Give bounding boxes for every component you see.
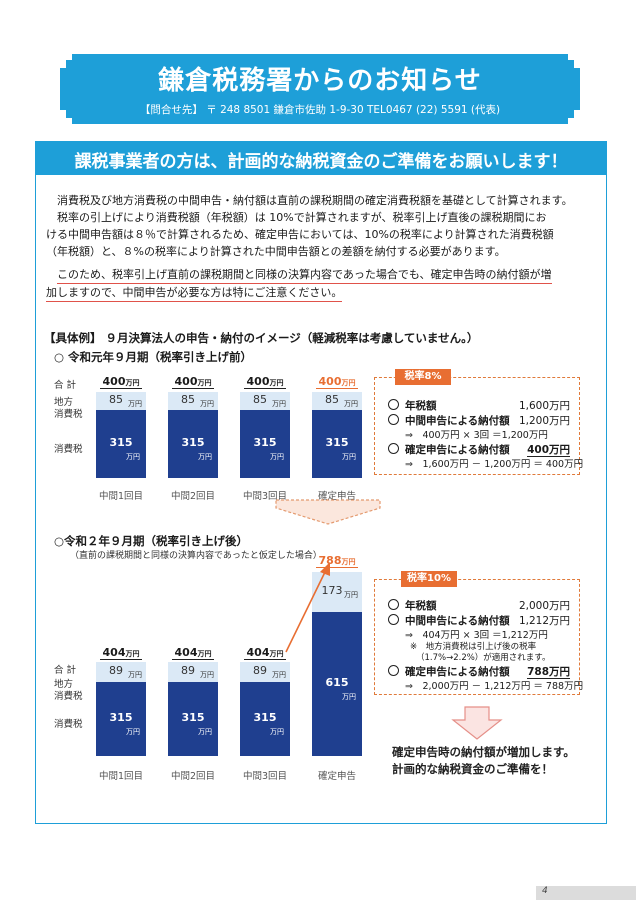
calc10-value-3: 788万円	[527, 666, 570, 679]
bullet-circle-icon	[388, 443, 399, 454]
chart2-subtitle: （直前の課税期間と同様の決算内容であったと仮定した場合）	[70, 551, 322, 561]
paragraph-3a: このため、税率引上げ直前の課税期間と同様の決算内容であった場合でも、確定申告時の…	[57, 266, 552, 284]
example-heading: 【具体例】 ９月決算法人の申告・納付のイメージ（軽減税率は考慮していません。）	[44, 331, 479, 345]
page-number-bar: 4	[536, 886, 636, 900]
calc10-label-2: 中間申告による納付額	[405, 615, 510, 627]
paragraph-2c: （年税額）と、８%の税率により計算された中間申告額との差額を納付する必要がありま…	[46, 245, 506, 258]
calc8-label-3: 確定申告による納付額	[405, 444, 510, 456]
calc8-value-1: 1,600万円	[518, 400, 570, 412]
chart1-label-local-a: 地方	[54, 397, 74, 408]
paragraph-1: 消費税及び地方消費税の中間申告・納付額は直前の課税期間の確定消費税額を基礎として…	[57, 194, 573, 207]
increase-arrow-icon	[285, 562, 330, 653]
header-title: 鎌倉税務署からのお知らせ	[158, 66, 482, 96]
banner-edge-right	[568, 60, 574, 118]
page-number: 4	[542, 886, 548, 896]
calc10-note-1: ※ 地方消費税は引上げ後の税率	[410, 642, 537, 652]
calc8-tag: 税率8%	[395, 369, 451, 385]
calc10-label-3: 確定申告による納付額	[405, 666, 510, 678]
paragraph-3b: 加しますので、中間申告が必要な方は特にご注意ください。	[46, 284, 343, 302]
calc10-value-2: 1,212万円	[518, 615, 570, 627]
paragraph-2a: 税率の引上げにより消費税額（年税額）は 10%で計算されますが、税率引上げ直後の…	[57, 211, 547, 224]
chart2-label-total: 合 計	[54, 665, 77, 676]
calc-box-8	[374, 377, 580, 475]
calc8-label-2: 中間申告による納付額	[405, 415, 510, 427]
chart1-label-total: 合 計	[54, 380, 77, 391]
header-contact: 【問合せ先】 〒 248 8501 鎌倉市佐助 1-9-30 TEL0467 (…	[72, 102, 568, 117]
calc-box-10	[374, 579, 580, 695]
closing-line-2: 計画的な納税資金のご準備を！	[392, 762, 553, 776]
calc8-value-3: 400万円	[527, 444, 570, 457]
banner-edge-left	[66, 60, 72, 118]
chart2-title: ○令和２年９月期（税率引き上げ後）	[54, 534, 249, 548]
calc10-formula-2: ⇒ 404万円 × 3回 ＝1,212万円	[405, 630, 548, 641]
calc10-value-1: 2,000万円	[518, 600, 570, 612]
chart2-label-consumption: 消費税	[54, 719, 83, 730]
content-frame	[35, 175, 607, 824]
section-title: 課税事業者の方は、計画的な納税資金のご準備をお願いします！	[74, 152, 568, 172]
bullet-circle-icon	[388, 614, 399, 625]
contact-label: 【問合せ先】	[139, 104, 203, 116]
paragraph-2b: ける中間申告額は８％で計算されるため、確定申告においては、10%の税率により計算…	[46, 228, 554, 241]
contact-text: 〒 248 8501 鎌倉市佐助 1-9-30 TEL0467 (22) 559…	[206, 104, 501, 116]
chart1-label-local-b: 消費税	[54, 409, 83, 420]
calc10-formula-3: ⇒ 2,000万円 － 1,212万円 ＝ 788万円	[405, 681, 584, 692]
header-banner: 鎌倉税務署からのお知らせ 【問合せ先】 〒 248 8501 鎌倉市佐助 1-9…	[72, 54, 568, 124]
section-title-bar: 課税事業者の方は、計画的な納税資金のご準備をお願いします！	[35, 141, 607, 175]
bullet-circle-icon	[388, 414, 399, 425]
chart1-title: ○ 令和元年９月期（税率引き上げ前）	[54, 350, 253, 364]
bullet-circle-icon	[388, 665, 399, 676]
banner-edge-right-2	[574, 68, 580, 110]
chart1-label-consumption: 消費税	[54, 444, 83, 455]
calc10-label-1: 年税額	[405, 600, 437, 612]
calc10-note-2: （1.7%→2.2%）が適用されます。	[416, 653, 551, 663]
chart2-label-local-b: 消費税	[54, 691, 83, 702]
down-arrow-icon	[451, 706, 503, 740]
chart2-label-local-a: 地方	[54, 679, 74, 690]
calc8-formula-2: ⇒ 400万円 × 3回 ＝1,200万円	[405, 430, 548, 441]
bullet-circle-icon	[388, 399, 399, 410]
closing-line-1: 確定申告時の納付額が増加します。	[392, 745, 575, 759]
calc10-tag: 税率10%	[401, 571, 457, 587]
calc8-formula-3: ⇒ 1,600万円 － 1,200万円 ＝ 400万円	[405, 459, 584, 470]
calc8-label-1: 年税額	[405, 400, 437, 412]
bullet-circle-icon	[388, 599, 399, 610]
banner-edge-left-2	[60, 68, 66, 110]
calc8-value-2: 1,200万円	[518, 415, 570, 427]
period-arrow-icon	[275, 499, 381, 525]
